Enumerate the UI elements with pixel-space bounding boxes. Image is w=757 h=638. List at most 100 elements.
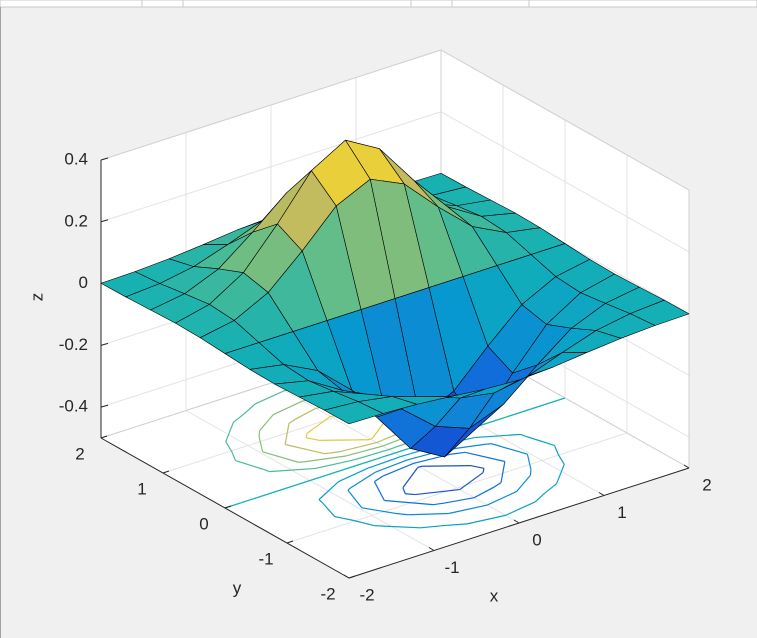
contour-line (496, 408, 532, 421)
z-tick (100, 404, 109, 408)
contour-line (402, 467, 419, 489)
y-tick (162, 470, 170, 474)
contour-line (500, 461, 506, 483)
contour-line (354, 520, 375, 527)
z-tick (100, 157, 109, 161)
z-tick-label: 0.4 (64, 149, 88, 168)
contour-line (545, 483, 557, 493)
contour-line (375, 459, 408, 473)
contour-line (417, 466, 420, 469)
contour-line (306, 415, 331, 434)
contour-line (442, 523, 468, 527)
x-tick-label: 0 (532, 530, 541, 549)
x-tick-label: 2 (702, 475, 711, 494)
contour-line (259, 414, 274, 432)
contour-line (526, 435, 555, 447)
contour-line (382, 462, 414, 477)
contour-line (353, 448, 390, 461)
y-tick-label: 1 (137, 479, 146, 498)
contour-line (225, 421, 235, 442)
contour-line (465, 451, 505, 463)
contour-line (339, 442, 377, 453)
contour-line (482, 468, 485, 473)
z-tick (100, 342, 109, 346)
y-tick (100, 435, 108, 439)
contour-line (269, 467, 316, 473)
contour-line (338, 467, 369, 483)
contour-line (422, 465, 471, 467)
z-axis-label: z (27, 293, 46, 302)
contour-line (470, 465, 485, 469)
contour-line (419, 465, 423, 468)
y-tick-label: -1 (258, 549, 273, 568)
contour-line (258, 436, 264, 452)
contour-line (448, 504, 488, 515)
y-tick-label: 2 (75, 444, 84, 463)
box-edge (100, 49, 442, 161)
contour-line (473, 486, 495, 499)
contour-line (326, 463, 362, 476)
contour-line (487, 490, 517, 506)
contour-line (367, 438, 371, 441)
contour-line (459, 472, 484, 491)
y-tick-label: 0 (199, 514, 208, 533)
contour-line (553, 445, 559, 455)
x-tick (513, 519, 520, 524)
contour-line (432, 502, 445, 506)
contour-line (318, 499, 323, 503)
y-tick-label: -2 (320, 584, 335, 603)
contour-line (384, 499, 434, 506)
contour-line (305, 433, 308, 438)
y-axis-label: y (233, 578, 242, 597)
contour-line (319, 439, 368, 441)
z-tick-label: -0.2 (59, 335, 88, 354)
contour-line (258, 485, 294, 498)
contour-line (405, 493, 416, 496)
contour-line (420, 525, 443, 529)
contour-line (374, 475, 383, 483)
contour-line (474, 433, 521, 439)
contour-line (231, 451, 237, 461)
x-tick (428, 547, 435, 551)
x-axis-label: x (490, 586, 499, 605)
contour-line (243, 403, 256, 415)
contour-line (263, 468, 270, 473)
contour-line (450, 451, 466, 455)
contour-line (318, 481, 340, 501)
contour-line (295, 407, 317, 420)
grid-line (286, 432, 628, 544)
toolbar (0, 0, 757, 8)
contour-line (273, 400, 303, 416)
contour-line (235, 459, 264, 471)
contour-line (505, 501, 536, 516)
contour-line (321, 502, 336, 517)
x-tick (683, 464, 690, 469)
contour-line (520, 433, 527, 438)
z-tick (100, 219, 109, 223)
contour-line (346, 445, 383, 457)
contour-line (324, 451, 340, 455)
contour-line (516, 474, 531, 492)
z-tick-label: -0.4 (59, 397, 88, 416)
contour-line (415, 488, 460, 496)
contour-line (534, 491, 547, 503)
contour-line (361, 507, 396, 514)
z-tick-label: 0.2 (64, 211, 88, 230)
contour-line (444, 497, 475, 504)
x-tick-label: 1 (617, 503, 626, 522)
y-tick (348, 575, 356, 579)
contour-line (373, 481, 385, 501)
contour-line (233, 413, 245, 423)
contour-line (408, 512, 449, 516)
contour-line (555, 464, 565, 485)
contour-line (394, 512, 409, 516)
contour-line (374, 525, 421, 529)
contour-line (370, 437, 373, 440)
contour-line (494, 482, 502, 488)
contour-line (368, 455, 402, 469)
x-tick (598, 492, 605, 496)
surface-face (323, 401, 384, 425)
contour-line (315, 459, 354, 470)
